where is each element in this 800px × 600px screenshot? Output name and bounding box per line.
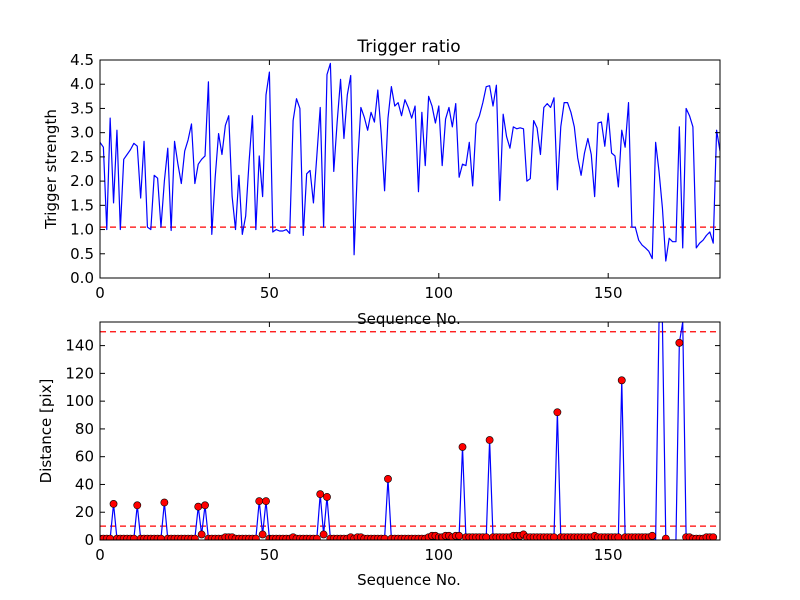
top-axes-frame [99, 59, 721, 279]
bottom-marker-67 [323, 493, 331, 501]
bottom-y-tick-label-6: 120 [65, 364, 94, 382]
top-y-tick-label-4: 2.0 [70, 172, 94, 190]
bottom-x-tick-label-1: 50 [260, 546, 279, 564]
bottom-marker-154 [617, 376, 626, 385]
bottom-marker-135 [553, 408, 562, 417]
bottom-data-layer [100, 322, 720, 540]
bottom-marker-107 [458, 443, 467, 451]
top-y-tick-label-2: 1.0 [70, 221, 94, 239]
trigger-strength-axis-label: Trigger strength [42, 109, 60, 230]
top-data-layer [100, 62, 720, 262]
bottom-x-tick-label-3: 150 [594, 546, 623, 564]
distance-plot-area: 0 50 100 150 0 20 40 60 80 100 120 140 [65, 321, 721, 564]
top-y-tick-label-9: 4.5 [70, 51, 94, 69]
top-y-tick-label-6: 3.0 [70, 124, 94, 142]
bottom-marker-49 [262, 497, 270, 506]
bottom-y-tick-label-0: 0 [84, 531, 94, 549]
distance-axes: Distance [pix] Sequence No. 0 50 100 150 0 20… [37, 321, 721, 589]
top-y-tick-label-0: 0.0 [70, 269, 94, 287]
bottom-x-tick-label-2: 100 [424, 546, 453, 564]
top-series-line [100, 62, 720, 262]
bottom-marker-115 [485, 436, 494, 444]
bottom-y-tick-label-5: 100 [65, 392, 94, 410]
bottom-y-tick-label-3: 60 [75, 448, 94, 466]
top-x-tick-label-2: 100 [424, 284, 453, 302]
bottom-marker-4 [109, 499, 118, 508]
bottom-marker-167 [661, 534, 670, 540]
bottom-marker-46 [251, 534, 260, 540]
trigger-ratio-title: Trigger ratio [356, 37, 460, 57]
bottom-marker-28 [190, 534, 199, 540]
bottom-y-tick-label-4: 80 [75, 420, 94, 438]
top-y-tick-label-7: 3.5 [70, 99, 94, 117]
bottom-marker-85 [384, 475, 392, 483]
bottom-y-tick-label-2: 40 [75, 475, 94, 493]
bottom-y-tick-label-7: 140 [65, 337, 94, 355]
bottom-marker-48 [258, 530, 267, 539]
top-y-tick-label-8: 4.0 [70, 75, 94, 93]
top-x-axis-label: Sequence No. [357, 310, 461, 328]
bottom-marker-66 [319, 530, 328, 539]
trigger-ratio-plot-area: 0 50 100 150 0.0 0.5 1.0 1.5 2.0 2.5 3.0 3.5 4.0 4.5 [70, 51, 721, 302]
top-y-tick-label-3: 1.5 [70, 196, 94, 214]
bottom-x-axis-label: Sequence No. [357, 571, 461, 589]
top-x-tick-label-0: 0 [95, 284, 105, 302]
bottom-y-tick-label-1: 20 [75, 503, 94, 521]
top-x-tick-label-1: 50 [260, 284, 279, 302]
bottom-marker-30 [197, 530, 206, 539]
bottom-marker-47 [255, 497, 264, 506]
bottom-marker-64 [312, 534, 321, 540]
bottom-marker-171 [675, 338, 684, 347]
bottom-x-tick-label-0: 0 [95, 546, 105, 564]
bottom-marker-65 [316, 490, 325, 499]
top-y-tick-label-5: 2.5 [70, 148, 94, 166]
bottom-marker-11 [133, 501, 142, 510]
trigger-ratio-axes: Trigger ratio Trigger strength Sequence … [42, 37, 721, 328]
bottom-marker-19 [160, 498, 169, 507]
bottom-marker-181 [709, 533, 718, 540]
bottom-marker-29 [194, 502, 203, 511]
bottom-marker-31 [201, 501, 209, 510]
bottom-marker-163 [648, 531, 657, 540]
bottom-axes-frame [99, 321, 721, 541]
bottom-marker-106 [455, 531, 464, 540]
distance-axis-label: Distance [pix] [37, 379, 55, 484]
top-x-tick-label-3: 150 [594, 284, 623, 302]
top-y-tick-label-1: 0.5 [70, 245, 94, 263]
